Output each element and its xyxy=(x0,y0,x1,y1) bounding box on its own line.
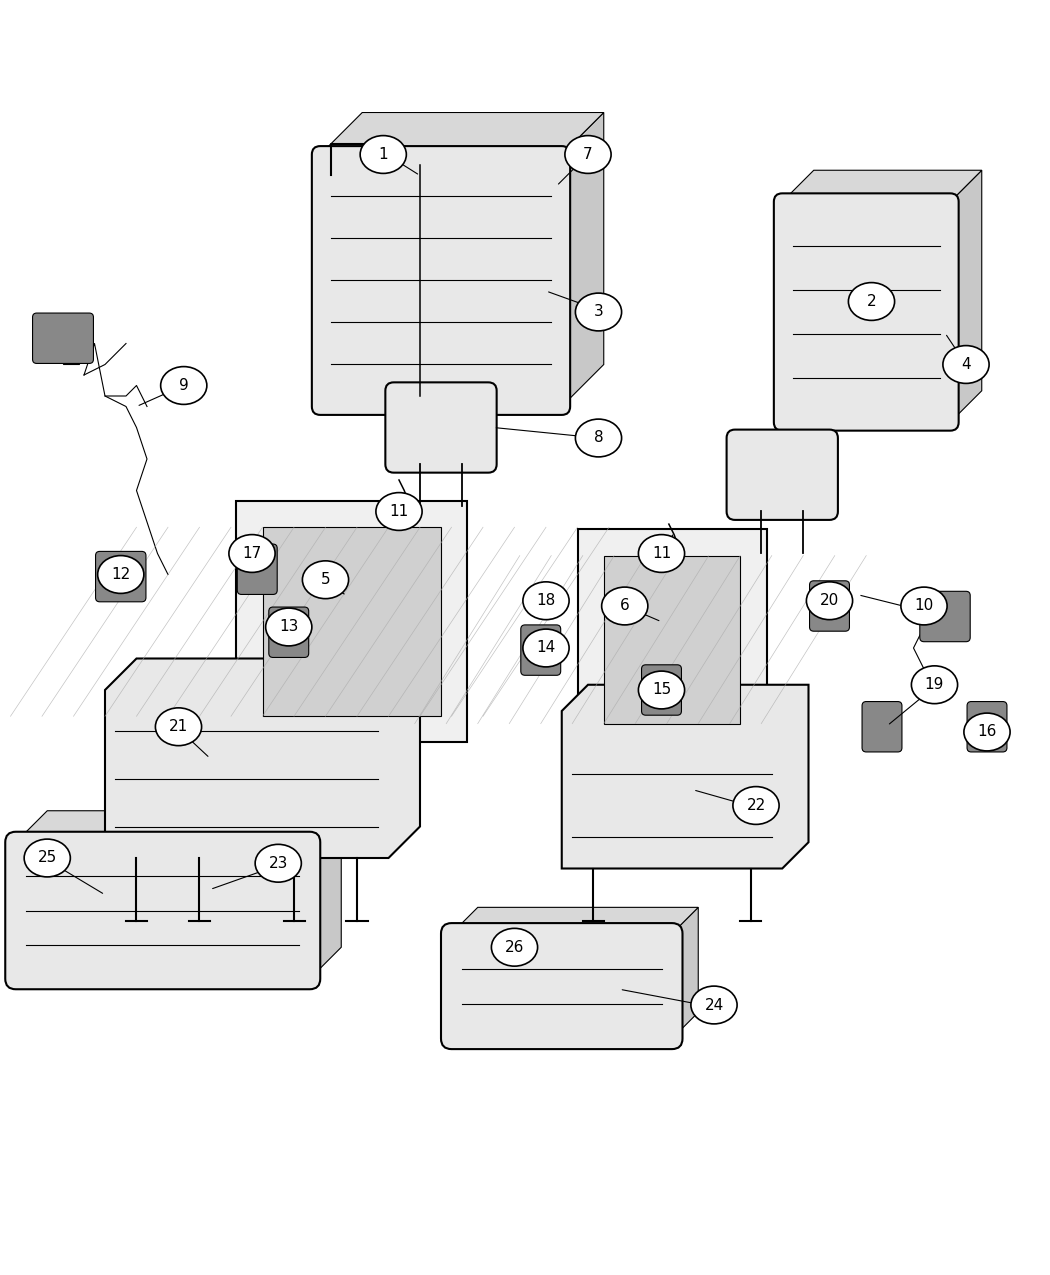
Polygon shape xyxy=(16,811,341,843)
Text: 5: 5 xyxy=(320,572,331,588)
Ellipse shape xyxy=(691,986,737,1024)
Polygon shape xyxy=(562,685,808,868)
Ellipse shape xyxy=(733,787,779,825)
Text: 24: 24 xyxy=(705,997,723,1012)
Polygon shape xyxy=(236,501,467,742)
Ellipse shape xyxy=(575,419,622,456)
Text: 26: 26 xyxy=(505,940,524,955)
Text: 10: 10 xyxy=(915,598,933,613)
Ellipse shape xyxy=(943,346,989,384)
Ellipse shape xyxy=(848,283,895,320)
Ellipse shape xyxy=(161,367,207,404)
Text: 13: 13 xyxy=(279,620,298,635)
Ellipse shape xyxy=(302,561,349,599)
FancyBboxPatch shape xyxy=(5,831,320,989)
Text: 7: 7 xyxy=(583,147,593,162)
Text: 11: 11 xyxy=(652,546,671,561)
Ellipse shape xyxy=(155,708,202,746)
Text: 18: 18 xyxy=(537,593,555,608)
Ellipse shape xyxy=(491,928,538,966)
Ellipse shape xyxy=(255,844,301,882)
Ellipse shape xyxy=(266,608,312,646)
Ellipse shape xyxy=(602,586,648,625)
Polygon shape xyxy=(63,343,79,365)
Ellipse shape xyxy=(360,135,406,173)
FancyBboxPatch shape xyxy=(967,701,1007,752)
FancyBboxPatch shape xyxy=(237,544,277,594)
FancyBboxPatch shape xyxy=(33,314,93,363)
Text: 4: 4 xyxy=(961,357,971,372)
Text: 22: 22 xyxy=(747,798,765,813)
Text: 23: 23 xyxy=(269,856,288,871)
Polygon shape xyxy=(262,528,441,717)
FancyBboxPatch shape xyxy=(862,701,902,752)
Ellipse shape xyxy=(638,671,685,709)
Ellipse shape xyxy=(565,135,611,173)
FancyBboxPatch shape xyxy=(727,430,838,520)
Ellipse shape xyxy=(229,534,275,572)
Text: 25: 25 xyxy=(38,850,57,866)
Ellipse shape xyxy=(638,534,685,572)
Polygon shape xyxy=(562,112,604,407)
Text: 11: 11 xyxy=(390,504,408,519)
Ellipse shape xyxy=(964,713,1010,751)
Polygon shape xyxy=(310,811,341,979)
Polygon shape xyxy=(782,171,982,201)
Text: 2: 2 xyxy=(866,295,877,309)
Polygon shape xyxy=(105,658,420,858)
FancyBboxPatch shape xyxy=(642,664,681,715)
FancyBboxPatch shape xyxy=(774,194,959,431)
Text: 1: 1 xyxy=(378,147,388,162)
FancyBboxPatch shape xyxy=(269,607,309,658)
FancyBboxPatch shape xyxy=(96,551,146,602)
FancyBboxPatch shape xyxy=(920,592,970,641)
FancyBboxPatch shape xyxy=(521,625,561,676)
Text: 17: 17 xyxy=(243,546,261,561)
FancyBboxPatch shape xyxy=(385,382,497,473)
Ellipse shape xyxy=(911,666,958,704)
Ellipse shape xyxy=(575,293,622,332)
Text: 8: 8 xyxy=(593,431,604,445)
Polygon shape xyxy=(452,908,698,933)
Text: 12: 12 xyxy=(111,567,130,581)
Text: 14: 14 xyxy=(537,640,555,655)
Ellipse shape xyxy=(806,581,853,620)
Text: 20: 20 xyxy=(820,593,839,608)
Ellipse shape xyxy=(376,492,422,530)
Ellipse shape xyxy=(523,581,569,620)
FancyBboxPatch shape xyxy=(312,147,570,414)
Polygon shape xyxy=(604,556,740,724)
Text: 19: 19 xyxy=(925,677,944,692)
Polygon shape xyxy=(320,112,604,154)
Text: 16: 16 xyxy=(978,724,996,740)
Polygon shape xyxy=(672,908,698,1039)
Ellipse shape xyxy=(98,556,144,593)
Polygon shape xyxy=(578,529,766,750)
Ellipse shape xyxy=(24,839,70,877)
Text: 3: 3 xyxy=(593,305,604,320)
FancyBboxPatch shape xyxy=(441,923,682,1049)
Text: 21: 21 xyxy=(169,719,188,734)
Polygon shape xyxy=(950,171,982,422)
Ellipse shape xyxy=(523,629,569,667)
Text: 15: 15 xyxy=(652,682,671,697)
Text: 9: 9 xyxy=(178,377,189,393)
FancyBboxPatch shape xyxy=(810,581,849,631)
Ellipse shape xyxy=(901,586,947,625)
Text: 6: 6 xyxy=(620,598,630,613)
